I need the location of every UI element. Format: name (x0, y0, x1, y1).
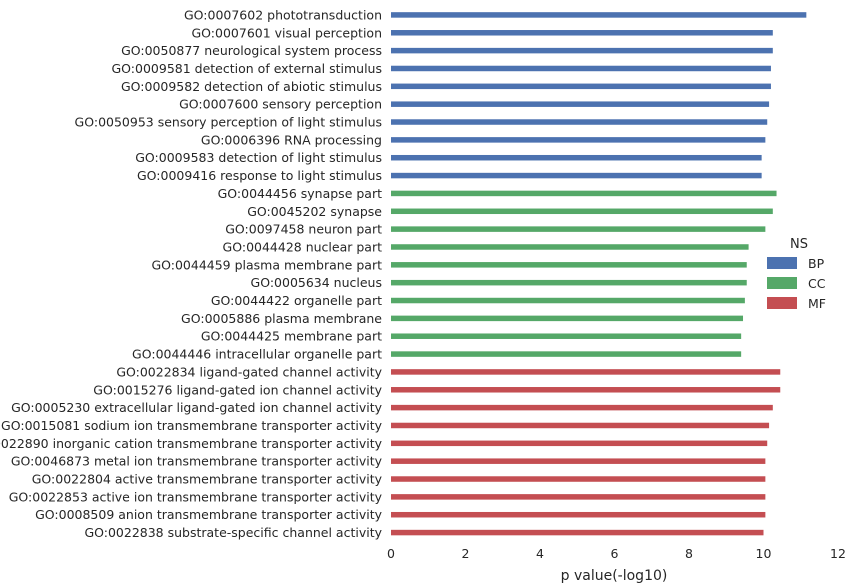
legend-swatch (767, 297, 797, 309)
x-tick-label: 6 (611, 546, 619, 561)
category-labels: GO:0007602 phototransduction GO:0007601 v… (0, 7, 383, 540)
bar (391, 154, 762, 161)
bar (391, 137, 766, 143)
category-label: GO:0022834 ligand-gated channel activity (116, 364, 382, 379)
category-label: GO:0007602 phototransduction (184, 7, 382, 22)
bar (391, 529, 764, 536)
x-tick-label: 10 (756, 546, 772, 561)
bar (391, 65, 771, 72)
bar (391, 476, 766, 482)
category-label: GO:0009581 detection of external stimulu… (112, 61, 383, 76)
bar (391, 387, 781, 393)
legend-label: CC (808, 276, 826, 291)
x-tick-label: 2 (462, 546, 470, 561)
bar (391, 333, 742, 339)
category-label: GO:0046873 metal ion transmembrane trans… (11, 454, 383, 469)
category-label: GO:0009582 detection of abiotic stimulus (121, 79, 382, 94)
bar (391, 315, 744, 322)
legend-title: NS (790, 237, 808, 252)
bar (391, 83, 771, 90)
legend-swatch (767, 257, 797, 269)
bar (391, 226, 766, 232)
bar (391, 172, 762, 179)
category-label: GO:0044428 nuclear part (223, 239, 383, 254)
x-axis: 0 2 4 6 8 10 12 (387, 546, 846, 561)
category-label: GO:0009416 response to light stimulus (137, 168, 382, 183)
category-label: GO:0022890 inorganic cation transmembran… (0, 436, 383, 451)
category-label: GO:0005230 extracellular ligand-gated io… (11, 400, 383, 415)
legend-swatch (767, 277, 797, 289)
bar (391, 440, 768, 447)
category-label: GO:0044459 plasma membrane part (151, 257, 382, 272)
category-label: GO:0022838 substrate-specific channel ac… (84, 525, 382, 540)
bar (391, 12, 807, 18)
bar (391, 30, 773, 36)
x-tick-label: 8 (685, 546, 693, 561)
legend-label: MF (808, 296, 826, 311)
category-label: GO:0097458 neuron part (225, 222, 382, 237)
category-label: GO:0006396 RNA processing (201, 132, 382, 147)
bar (391, 279, 747, 286)
category-label: GO:0005886 plasma membrane (181, 311, 382, 326)
category-label: GO:0005634 nucleus (251, 275, 382, 290)
bar (391, 297, 745, 304)
bar (391, 494, 766, 500)
category-label: GO:0007601 visual perception (191, 25, 382, 40)
category-label: GO:0044425 membrane part (201, 329, 382, 344)
bar (391, 119, 768, 125)
category-label: GO:0022853 active ion transmembrane tran… (9, 489, 383, 504)
category-label: GO:0022804 active transmembrane transpor… (32, 472, 383, 487)
bar (391, 511, 766, 518)
bar (391, 101, 770, 107)
x-tick-label: 0 (387, 546, 395, 561)
category-label: GO:0050877 neurological system process (121, 43, 382, 58)
bar (391, 422, 770, 429)
category-label: GO:0050953 sensory perception of light s… (75, 115, 382, 130)
category-label: GO:0015081 sodium ion transmembrane tran… (1, 418, 383, 433)
bar (391, 190, 777, 197)
bar (391, 262, 747, 268)
bar (391, 404, 773, 411)
x-tick-label: 12 (830, 546, 846, 561)
category-label: GO:0044456 synapse part (218, 186, 382, 201)
category-label: GO:0015276 ligand-gated ion channel acti… (93, 382, 382, 397)
legend-label: BP (808, 256, 825, 271)
category-label: GO:0044446 intracellular organelle part (132, 347, 382, 362)
bar (391, 369, 781, 375)
bar (391, 208, 773, 215)
bar (391, 244, 749, 250)
x-axis-label: p value(-log10) (561, 568, 668, 584)
x-tick-label: 4 (536, 546, 544, 561)
legend: NS BP CC MF (767, 237, 826, 311)
category-label: GO:0008509 anion transmembrane transport… (35, 507, 382, 522)
category-label: GO:0009583 detection of light stimulus (135, 150, 382, 165)
bar (391, 351, 742, 357)
bar (391, 47, 773, 54)
category-label: GO:0007600 sensory perception (179, 97, 382, 112)
bar (391, 458, 766, 464)
category-label: GO:0045202 synapse (247, 204, 382, 219)
category-label: GO:0044422 organelle part (211, 293, 382, 308)
bars-layer (391, 12, 807, 536)
